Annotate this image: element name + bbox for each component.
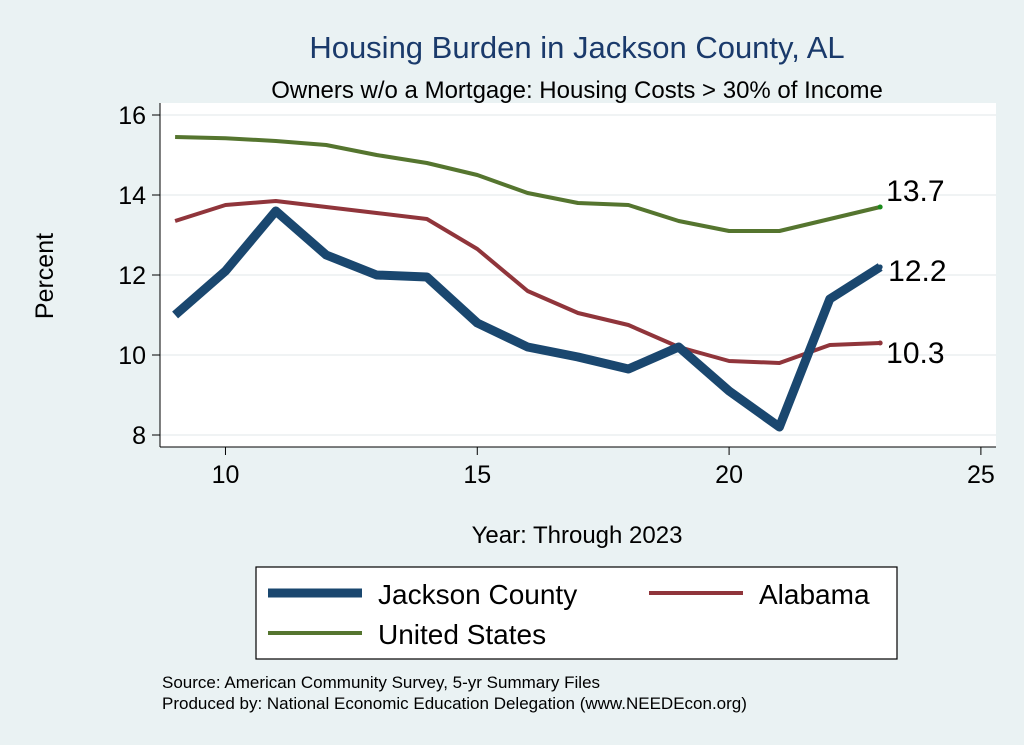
source-line-2: Produced by: National Economic Education… bbox=[162, 694, 747, 713]
end-marker-jackson-county bbox=[877, 264, 883, 270]
end-label-alabama: 10.3 bbox=[886, 337, 944, 370]
series-line-alabama bbox=[174, 199, 881, 365]
legend-label-united-states: United States bbox=[378, 619, 546, 650]
legend-label-alabama: Alabama bbox=[759, 579, 870, 610]
end-label-united-states: 13.7 bbox=[886, 175, 944, 208]
x-axis-label: Year: Through 2023 bbox=[472, 522, 683, 549]
y-tick-label: 16 bbox=[118, 102, 146, 130]
end-marker-united-states bbox=[877, 204, 883, 210]
series-line-united-states bbox=[175, 135, 881, 233]
legend-box bbox=[255, 566, 898, 660]
y-tick-label: 8 bbox=[132, 422, 146, 450]
end-label-jackson-county: 12.2 bbox=[888, 255, 946, 288]
chart-title: Housing Burden in Jackson County, AL bbox=[309, 30, 844, 65]
x-tick-label: 10 bbox=[212, 461, 240, 489]
y-tick-label: 14 bbox=[118, 182, 146, 210]
y-tick-label: 12 bbox=[118, 262, 146, 290]
x-tick-label: 20 bbox=[715, 461, 743, 489]
y-tick-label: 10 bbox=[118, 342, 146, 370]
source-line-1: Source: American Community Survey, 5-yr … bbox=[162, 673, 600, 692]
y-axis-label: Percent bbox=[31, 233, 59, 319]
end-labels: 12.2 10.3 13.7 bbox=[877, 175, 947, 370]
series-line-jackson-county bbox=[172, 206, 883, 432]
legend-label-jackson-county: Jackson County bbox=[378, 579, 577, 610]
x-tick-label: 15 bbox=[463, 461, 491, 489]
chart-subtitle: Owners w/o a Mortgage: Housing Costs > 3… bbox=[271, 77, 883, 104]
legend: Jackson County Alabama United States bbox=[268, 579, 870, 650]
x-tick-label: 25 bbox=[967, 461, 995, 489]
axes: 8 10 12 14 16 10 15 20 25 bbox=[118, 102, 996, 489]
end-marker-alabama bbox=[877, 340, 883, 346]
series-layer bbox=[172, 135, 883, 432]
